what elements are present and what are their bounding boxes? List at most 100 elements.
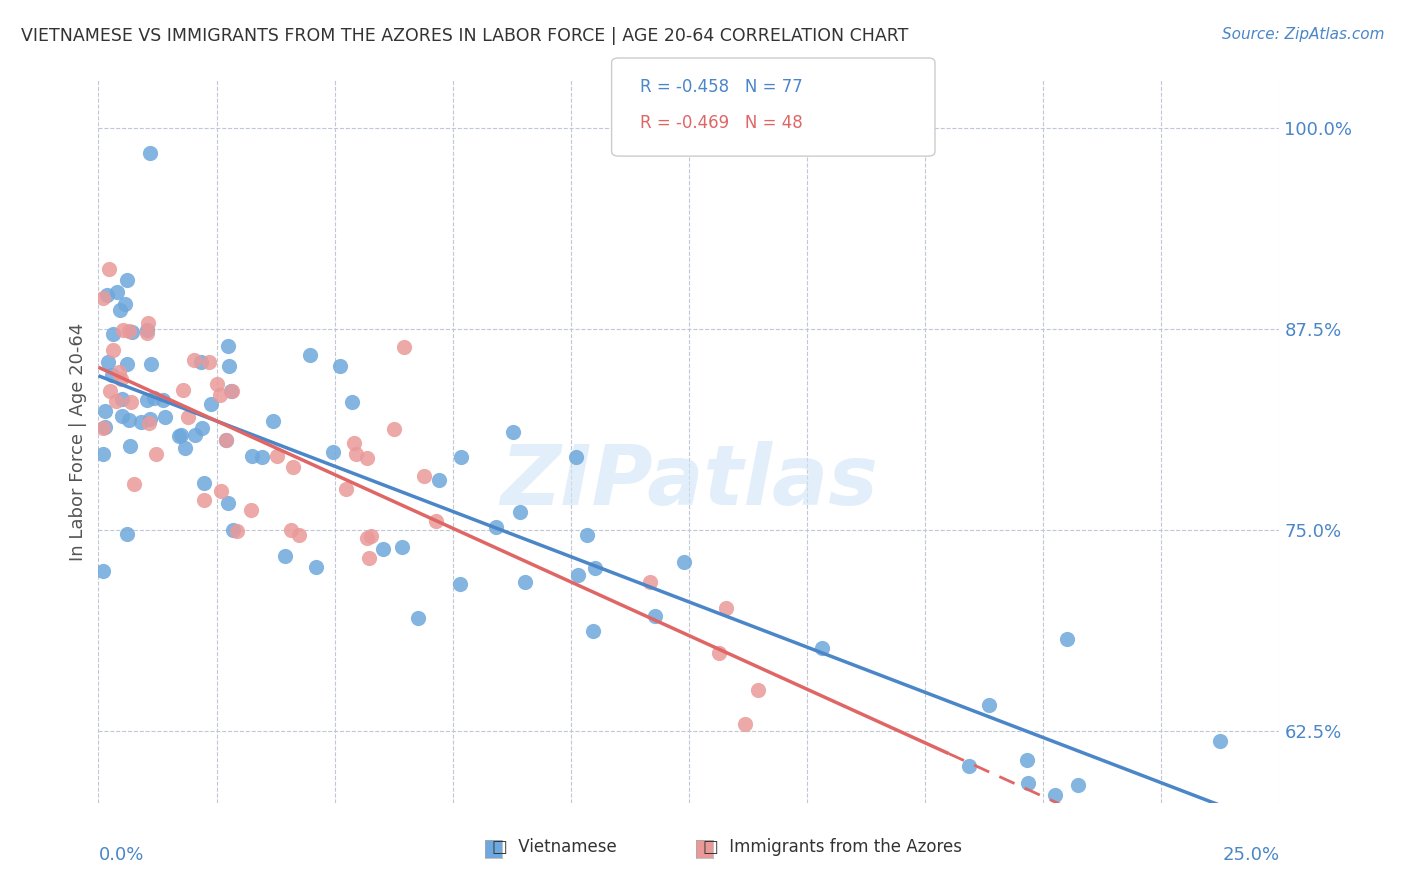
Vietnamese — [1209, 734, 1232, 748]
Immigrants from the Azores — [176, 409, 198, 424]
Vietnamese — [105, 285, 128, 300]
Vietnamese — [221, 523, 243, 537]
Vietnamese — [322, 445, 344, 459]
Immigrants from the Azores — [104, 394, 127, 409]
Immigrants from the Azores — [208, 387, 231, 401]
Immigrants from the Azores — [111, 323, 134, 337]
Vietnamese — [217, 496, 239, 510]
Vietnamese — [583, 561, 606, 575]
Immigrants from the Azores — [288, 527, 311, 541]
Vietnamese — [94, 420, 117, 434]
Y-axis label: In Labor Force | Age 20-64: In Labor Force | Age 20-64 — [69, 322, 87, 561]
Immigrants from the Azores — [97, 262, 120, 277]
Vietnamese — [190, 355, 212, 369]
Vietnamese — [117, 527, 139, 541]
Text: R = -0.469   N = 48: R = -0.469 N = 48 — [640, 114, 803, 132]
Vietnamese — [250, 450, 273, 464]
Vietnamese — [1067, 778, 1090, 792]
Immigrants from the Azores — [122, 477, 145, 491]
Immigrants from the Azores — [382, 422, 405, 436]
Vietnamese — [111, 409, 134, 423]
Immigrants from the Azores — [183, 353, 205, 368]
Vietnamese — [129, 415, 152, 429]
Vietnamese — [373, 541, 395, 556]
Immigrants from the Azores — [716, 600, 738, 615]
Immigrants from the Azores — [280, 524, 302, 538]
Vietnamese — [305, 559, 328, 574]
Vietnamese — [977, 698, 1000, 712]
Vietnamese — [100, 368, 122, 382]
Vietnamese — [340, 394, 363, 409]
Vietnamese — [167, 429, 190, 443]
Immigrants from the Azores — [91, 421, 114, 435]
Vietnamese — [191, 421, 214, 435]
Vietnamese — [184, 427, 207, 442]
Vietnamese — [173, 441, 195, 455]
Vietnamese — [565, 450, 588, 464]
Text: Source: ZipAtlas.com: Source: ZipAtlas.com — [1222, 27, 1385, 42]
Vietnamese — [1017, 775, 1039, 789]
Vietnamese — [143, 391, 166, 405]
Vietnamese — [118, 439, 141, 453]
Vietnamese — [200, 397, 222, 411]
Immigrants from the Azores — [138, 417, 160, 431]
Vietnamese — [450, 450, 472, 465]
Vietnamese — [485, 520, 508, 534]
Vietnamese — [136, 323, 159, 337]
Vietnamese — [262, 414, 284, 428]
Text: 0.0%: 0.0% — [98, 847, 143, 864]
Immigrants from the Azores — [145, 447, 167, 461]
Vietnamese — [957, 759, 980, 773]
Vietnamese — [118, 413, 141, 427]
Vietnamese — [219, 384, 242, 398]
Immigrants from the Azores — [209, 484, 232, 499]
Vietnamese — [97, 355, 120, 369]
Immigrants from the Azores — [110, 372, 132, 386]
Vietnamese — [218, 359, 240, 373]
Immigrants from the Azores — [357, 550, 380, 565]
Immigrants from the Azores — [413, 469, 436, 483]
Vietnamese — [136, 392, 159, 407]
Vietnamese — [152, 393, 174, 408]
Immigrants from the Azores — [172, 384, 194, 398]
Vietnamese — [502, 425, 524, 440]
Vietnamese — [91, 447, 114, 461]
Immigrants from the Azores — [226, 524, 249, 539]
Vietnamese — [644, 608, 666, 623]
Vietnamese — [298, 348, 321, 362]
Immigrants from the Azores — [193, 493, 215, 508]
Immigrants from the Azores — [747, 682, 769, 697]
Text: ZIPatlas: ZIPatlas — [501, 442, 877, 522]
Vietnamese — [406, 610, 429, 624]
Immigrants from the Azores — [344, 447, 367, 461]
Vietnamese — [509, 505, 531, 519]
Vietnamese — [111, 392, 134, 406]
Vietnamese — [240, 449, 263, 463]
Immigrants from the Azores — [343, 436, 366, 450]
Vietnamese — [1043, 788, 1066, 802]
Immigrants from the Azores — [98, 384, 121, 398]
Vietnamese — [582, 624, 605, 638]
Immigrants from the Azores — [335, 482, 357, 496]
Immigrants from the Azores — [101, 343, 124, 357]
Vietnamese — [93, 564, 115, 578]
Vietnamese — [567, 568, 589, 582]
Vietnamese — [139, 145, 162, 160]
Immigrants from the Azores — [360, 529, 382, 543]
Vietnamese — [96, 288, 118, 302]
Immigrants from the Azores — [221, 384, 243, 399]
Text: R = -0.458   N = 77: R = -0.458 N = 77 — [640, 78, 803, 96]
Text: 25.0%: 25.0% — [1222, 847, 1279, 864]
Text: VIETNAMESE VS IMMIGRANTS FROM THE AZORES IN LABOR FORCE | AGE 20-64 CORRELATION : VIETNAMESE VS IMMIGRANTS FROM THE AZORES… — [21, 27, 908, 45]
Vietnamese — [391, 540, 413, 554]
Immigrants from the Azores — [240, 502, 263, 516]
Immigrants from the Azores — [91, 291, 114, 305]
Vietnamese — [1015, 753, 1038, 767]
Vietnamese — [153, 410, 176, 425]
Immigrants from the Azores — [266, 450, 288, 464]
Immigrants from the Azores — [197, 355, 219, 369]
Vietnamese — [810, 641, 832, 656]
Vietnamese — [108, 302, 131, 317]
Immigrants from the Azores — [108, 365, 131, 379]
Immigrants from the Azores — [356, 450, 378, 465]
